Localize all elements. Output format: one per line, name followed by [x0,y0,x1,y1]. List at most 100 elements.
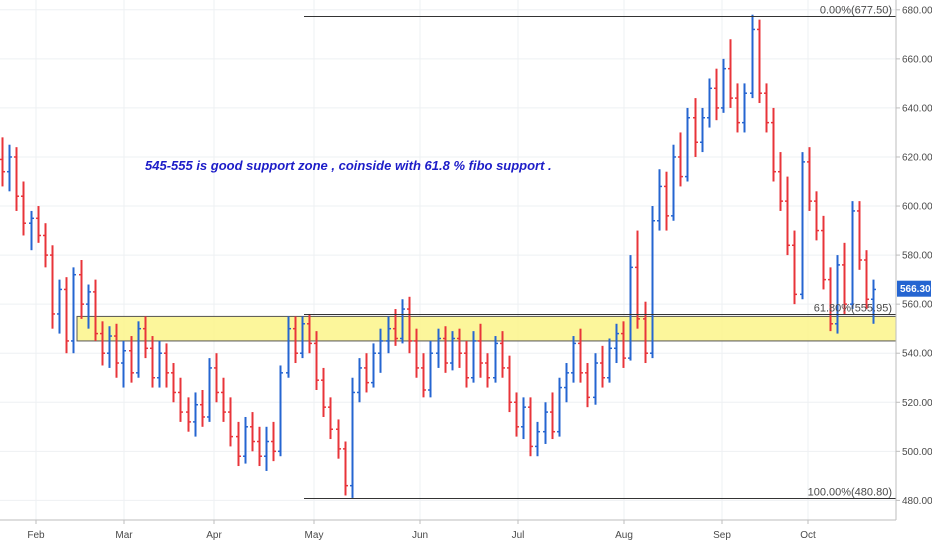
ohlc-bar [792,230,797,305]
ohlc-bar [664,171,669,231]
ohlc-bar [650,206,655,359]
ohlc-bar [321,367,326,417]
ohlc-bar [300,316,305,359]
ohlc-bar [564,363,569,403]
fib-levels: 0.00%(677.50) 61.80%(555.95) 100.00%(480.8… [304,5,896,499]
ohlc-bar [478,323,483,378]
ohlc-bar [614,323,619,364]
y-tick-label: 620.00 [902,152,932,163]
y-tick-label: 680.00 [902,5,932,16]
ohlc-bar [286,316,291,378]
ohlc-bar [450,331,455,371]
ohlc-bar [685,107,690,182]
ohlc-bar [757,19,762,104]
x-tick-label: Mar [115,530,133,541]
ohlc-bar [57,279,62,334]
ohlc-bar [271,421,276,462]
ohlc-bar [136,321,141,378]
ohlc-bar [621,321,626,368]
ohlc-bar [114,323,119,378]
ohlc-bar [643,301,648,364]
ohlc-bar [150,336,155,388]
ohlc-bar [421,353,426,398]
ohlc-bar [93,279,98,341]
ohlc-bar [0,137,5,187]
x-tick-label: Jul [512,530,525,541]
ohlc-bar [443,326,448,373]
y-tick-label: 480.00 [902,496,932,507]
ohlc-bar [871,279,876,324]
ohlc-bar [343,441,348,496]
ohlc-bar [250,412,255,452]
y-tick-label: 560.00 [902,300,932,311]
ohlc-bar [64,277,69,354]
ohlc-bar [121,340,126,388]
ohlc-bar [471,331,476,383]
ohlc-bar [171,363,176,403]
ohlc-bar [178,377,183,422]
ohlc-bar [500,331,505,378]
ohlc-bar [414,328,419,378]
ohlc-bar [129,336,134,383]
ohlc-bar [86,284,91,329]
ohlc-bar [214,353,219,403]
ohlc-bar [371,343,376,388]
ohlc-bar [607,338,612,383]
ohlc-bar [228,397,233,447]
ohlc-bar [571,336,576,383]
ohlc-bar [771,107,776,182]
ohlc-bar [693,98,698,157]
ohlc-bar [407,296,412,354]
y-tick-label: 540.00 [902,349,932,360]
ohlc-bar [807,147,812,211]
y-tick-label: 500.00 [902,447,932,458]
time-axis: Feb Mar Apr May Jun Jul Aug Sep Oct [27,520,816,541]
ohlc-bar [29,210,34,251]
y-tick-label: 640.00 [902,103,932,114]
x-tick-label: Apr [206,530,222,541]
ohlc-bar [800,152,805,300]
ohlc-bar [828,267,833,332]
ohlc-bar [728,39,733,108]
ohlc-bar [257,426,262,467]
ohlc-bar [521,397,526,440]
ohlc-bar [14,147,19,211]
ohlc-bar [36,206,41,243]
ohlc-bar [378,328,383,373]
ohlc-bar [821,215,826,290]
ohlc-bar [778,152,783,211]
support-zone-layer [76,315,897,342]
ohlc-bar [764,83,769,133]
ohlc-bar [493,336,498,383]
ohlc-bar [393,309,398,346]
fib-label: 100.00%(480.80) [808,487,892,499]
ohlc-bar [864,250,869,310]
x-tick-label: Jun [412,530,428,541]
ohlc-bar [507,355,512,413]
fib-label: 0.00%(677.50) [820,5,892,17]
ohlc-bar [464,340,469,388]
ohlc-bar [671,144,676,221]
ohlc-bar [714,68,719,121]
chart-annotation: 545-555 is good support zone , coinside … [145,158,552,173]
ohlc-bar [550,392,555,440]
last-price-box [897,280,931,297]
ohlc-bar [236,421,241,467]
ohlc-bar [635,230,640,329]
ohlc-bar [742,83,747,133]
ohlc-bar [628,255,633,361]
ohlc-bar [278,365,283,457]
ohlc-bar [535,421,540,457]
x-tick-label: Sep [713,530,731,541]
y-tick-label: 660.00 [902,54,932,65]
ohlc-bar [457,328,462,368]
ohlc-bar [207,358,212,422]
ohlc-bar [21,181,26,236]
ohlc-bar [814,191,819,241]
ohlc-bar [578,328,583,383]
ohlc-bar [314,331,319,390]
ohlc-bar [707,78,712,128]
ohlc-bar [200,390,205,427]
